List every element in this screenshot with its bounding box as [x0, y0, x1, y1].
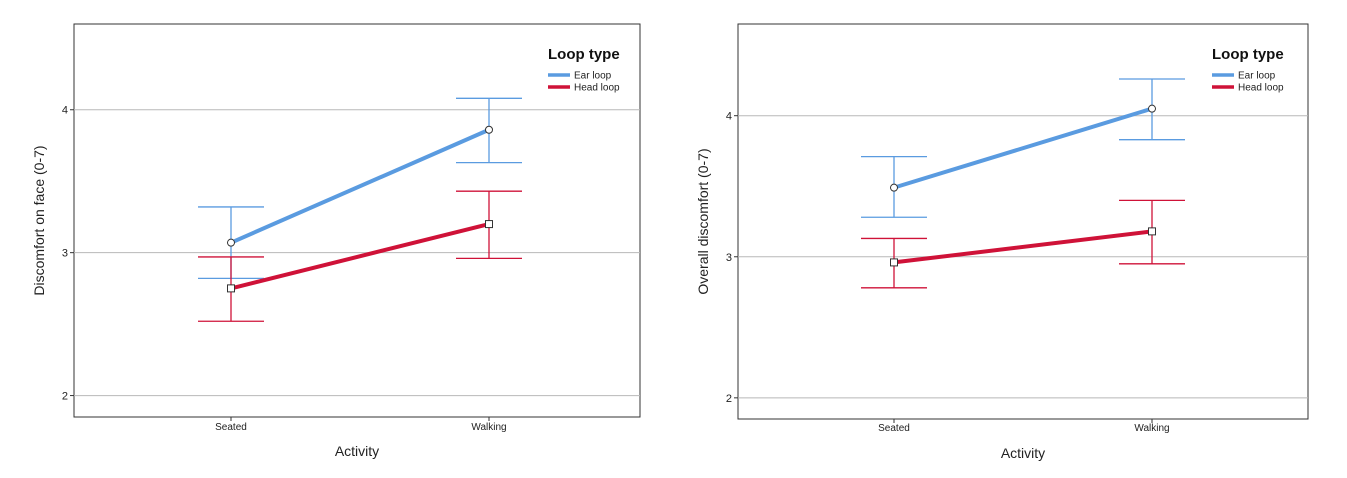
y-tick-label: 2 — [62, 391, 68, 403]
legend-label: Ear loop — [574, 71, 612, 82]
x-tick-label: Seated — [215, 422, 247, 433]
data-point — [1148, 227, 1156, 236]
series-line — [229, 222, 491, 291]
data-point — [227, 238, 235, 247]
data-point — [890, 183, 898, 192]
data-point — [890, 258, 898, 267]
data-point — [1148, 104, 1156, 113]
y-tick-label: 3 — [62, 248, 68, 260]
x-axis-title: Activity — [335, 443, 379, 459]
series-line — [892, 229, 1154, 265]
y-tick-label: 4 — [726, 111, 732, 123]
series-line — [229, 127, 491, 245]
legend-title: Loop type — [1212, 46, 1284, 63]
chart-panel-2: 2 3 4 Seated Walking Activity Overall discomfo… — [695, 23, 1309, 461]
plot-area — [73, 23, 641, 418]
x-tick-label: Seated — [878, 423, 910, 434]
legend-label: Head loop — [1238, 83, 1284, 94]
x-axis-title: Activity — [1001, 445, 1045, 461]
x-tick-label: Walking — [471, 422, 506, 433]
plot-area — [737, 23, 1309, 420]
y-axis-title: Discomfort on face (0-7) — [31, 145, 47, 295]
series-ear-loop — [198, 97, 522, 280]
legend-label: Ear loop — [1238, 71, 1276, 82]
series-head-loop — [861, 199, 1185, 289]
y-tick-label: 4 — [62, 105, 68, 117]
legend-title: Loop type — [548, 46, 620, 63]
legend-label: Head loop — [574, 83, 620, 94]
data-point — [485, 125, 493, 134]
series-ear-loop — [861, 78, 1185, 218]
x-tick-label: Walking — [1134, 423, 1169, 434]
data-point — [227, 284, 235, 293]
y-axis-title: Overall discomfort (0-7) — [695, 148, 711, 294]
series-line — [892, 106, 1154, 190]
data-point — [485, 220, 493, 229]
y-tick-label: 3 — [726, 252, 732, 264]
y-tick-label: 2 — [726, 393, 732, 405]
series-head-loop — [198, 190, 522, 322]
chart-panel-1: 2 3 4 Seated Walking Activity Discomfort on fa… — [31, 23, 641, 459]
